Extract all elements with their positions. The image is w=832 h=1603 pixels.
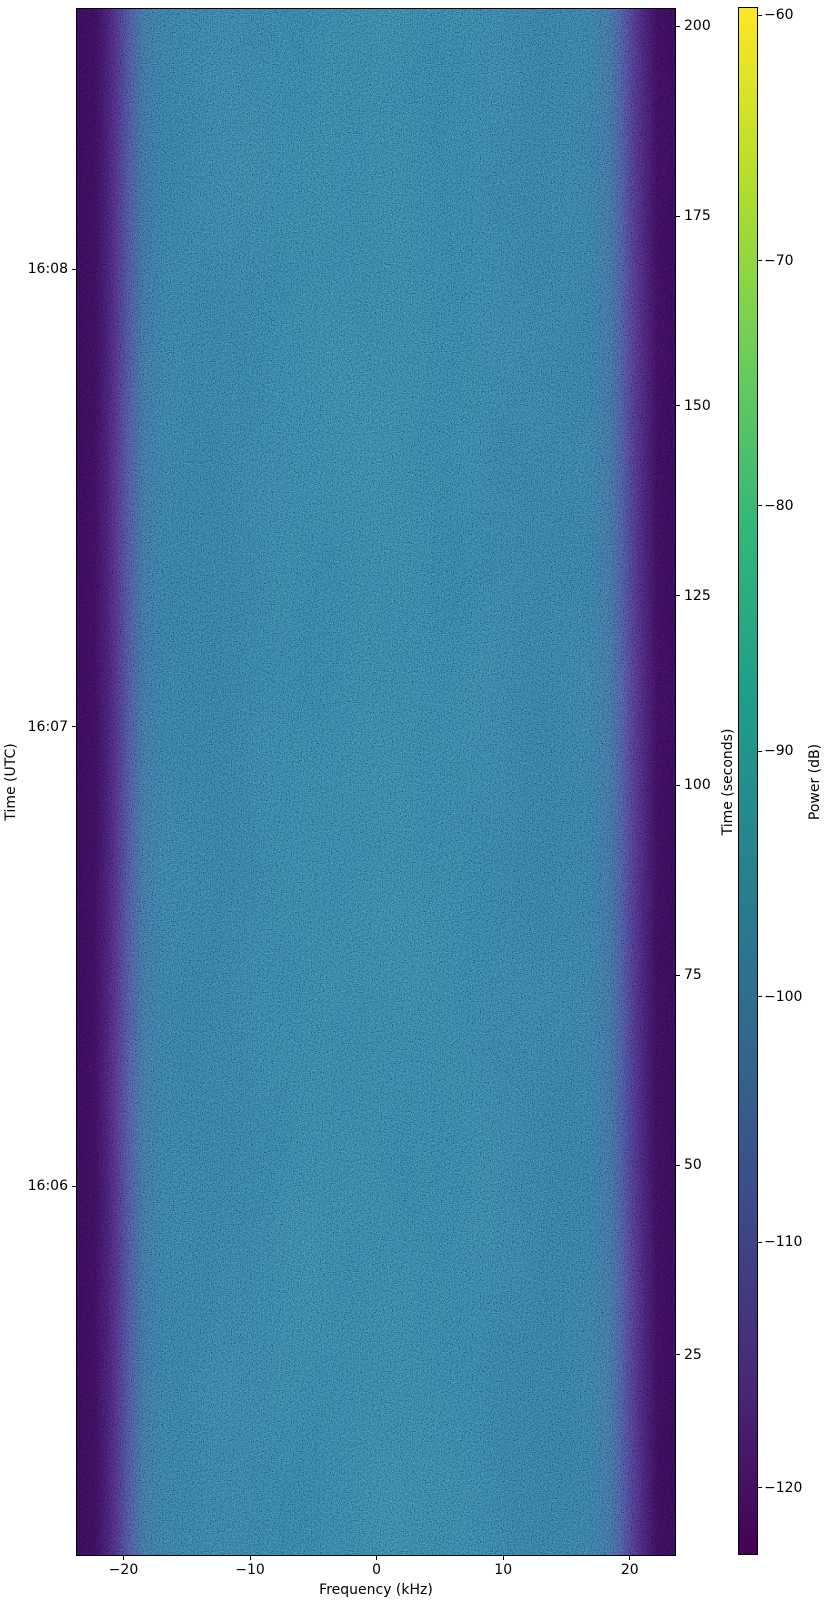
colorbar-tick-label: −70: [764, 252, 794, 269]
colorbar-tick: [758, 505, 762, 507]
y-left-axis-tick: [72, 726, 76, 728]
heatmap-noise-texture: [77, 9, 675, 1555]
spectrogram-heatmap: [76, 8, 676, 1556]
colorbar-tick-label: −80: [764, 497, 794, 514]
y-right-tick-label: 100: [684, 777, 711, 794]
y-left-axis-tick: [72, 1185, 76, 1187]
y-right-axis-tick: [676, 1354, 680, 1356]
y-right-tick-label: 75: [684, 967, 702, 984]
x-axis-tick: [122, 1556, 124, 1560]
x-tick-label: −10: [235, 1562, 265, 1578]
y-right-tick-label: 175: [684, 208, 711, 225]
y-right-axis-tick: [676, 1164, 680, 1166]
y-right-tick-label: 25: [684, 1346, 702, 1363]
y-right-axis-tick: [676, 405, 680, 407]
colorbar-tick-label: −90: [764, 743, 794, 760]
x-axis-tick: [629, 1556, 631, 1560]
colorbar-tick-label: −110: [764, 1234, 803, 1251]
y-right-tick-label: 125: [684, 587, 711, 604]
y-right-axis-tick: [676, 595, 680, 597]
y-axis-right-title: Time (seconds): [720, 728, 736, 836]
x-tick-label: 10: [494, 1562, 513, 1578]
colorbar-title: Power (dB): [807, 743, 823, 821]
colorbar-tick: [758, 260, 762, 261]
colorbar-tick-label: −100: [764, 988, 803, 1005]
y-axis-left-title: Time (UTC): [3, 743, 19, 821]
x-axis-tick: [376, 1556, 378, 1560]
colorbar-tick-label: −120: [764, 1479, 803, 1496]
x-tick-label: −20: [108, 1562, 139, 1578]
y-right-axis-tick: [676, 974, 680, 976]
colorbar-tick: [758, 14, 762, 16]
y-left-tick-label: 16:08: [27, 261, 68, 278]
y-right-tick-label: 50: [684, 1157, 702, 1173]
x-axis-tick: [502, 1556, 504, 1560]
colorbar-tick: [758, 996, 762, 998]
y-right-tick-label: 200: [684, 18, 711, 35]
x-axis-title: Frequency (kHz): [319, 1582, 433, 1598]
colorbar-tick: [758, 1241, 762, 1243]
y-right-axis-tick: [676, 784, 680, 786]
x-tick-label: 0: [372, 1562, 382, 1578]
y-right-tick-label: 150: [684, 397, 711, 414]
y-left-axis-tick: [72, 268, 76, 270]
colorbar-tick-label: −60: [764, 7, 794, 24]
x-axis-tick: [249, 1556, 251, 1560]
colorbar: [738, 7, 758, 1555]
x-tick-label: 20: [620, 1562, 639, 1578]
y-right-axis-tick: [676, 25, 680, 27]
colorbar-tick: [758, 750, 762, 752]
y-right-axis-tick: [676, 215, 680, 217]
y-left-tick-label: 16:06: [27, 1178, 68, 1195]
y-left-tick-label: 16:07: [27, 718, 68, 735]
colorbar-tick: [758, 1487, 762, 1488]
